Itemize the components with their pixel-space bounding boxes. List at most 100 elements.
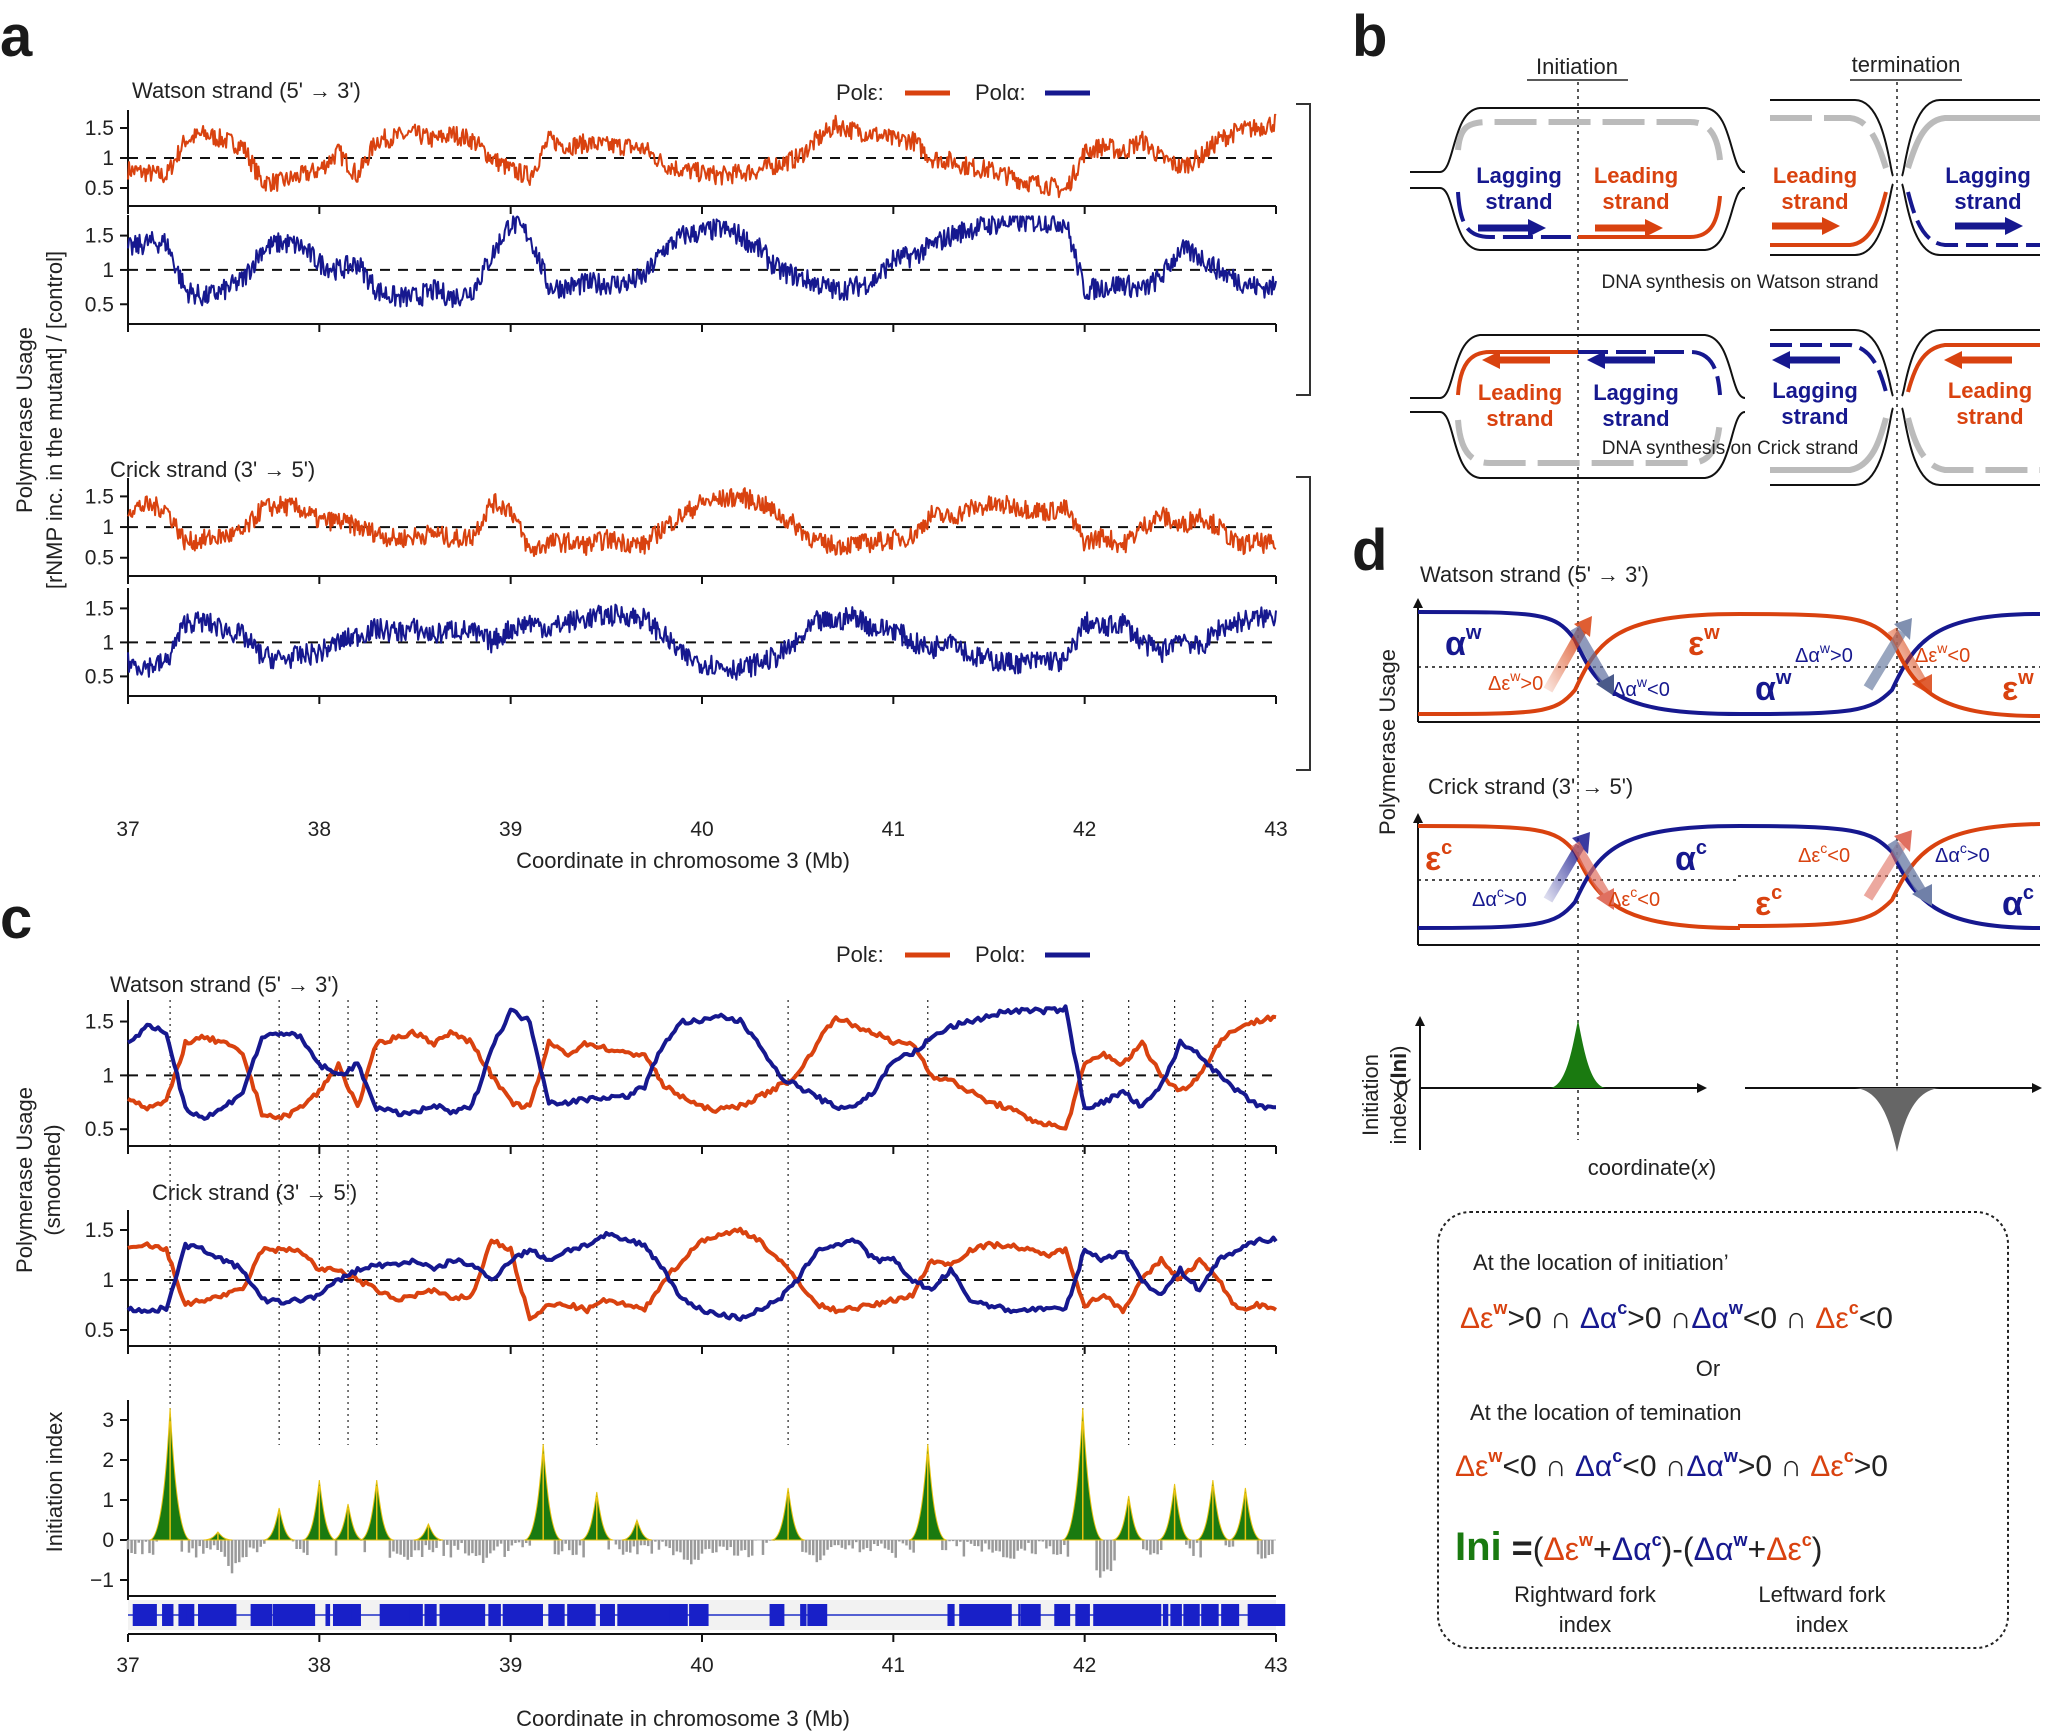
ini-y-tick-label: 1 [102,1489,114,1512]
box-initiation-condition: Δεw>0 ∩ Δαc>0 ∩Δαw<0 ∩ Δεc<0 [1460,1298,1893,1335]
d-alpha-c-init: αc [1675,837,1707,878]
series-line-pol-alpha [127,1004,1276,1121]
panel-letter-a: a [0,4,33,69]
criteria-box [1437,1211,2009,1649]
gene-block [1221,1604,1240,1626]
x-tick-label: 41 [882,818,905,841]
y-tick-label: 1.5 [85,1011,114,1034]
gene-block [639,1604,653,1626]
gene-block [669,1604,682,1626]
gene-block [409,1604,423,1626]
y-tick-label: 0.5 [85,177,114,200]
gene-block [250,1604,256,1626]
y-tick-label: 0.5 [85,1319,114,1342]
d-coord-label: coordinate(x) [1588,1155,1716,1180]
d-crick-term-alpha-arrow [1887,839,1927,895]
watson-leading-strand-word: strand [1602,189,1669,214]
gene-block [386,1604,392,1626]
x-tick-label: 41 [882,1654,905,1677]
d-watson-eps-termination-curve [1737,612,2041,718]
x-tick-label: 39 [499,818,522,841]
a-crick-eps-plot: 0.5 1 1.5 [85,478,1277,584]
gene-block [800,1604,807,1626]
crick-lagging-word: Lagging [1593,380,1679,405]
gene-block [1145,1604,1156,1626]
c-crick-label: Crick strand (3' → 5') [152,1180,357,1205]
gene-block [1020,1604,1038,1626]
d-watson-eps-initiation-curve [1417,612,1741,716]
x-tick-label: 37 [116,818,139,841]
gene-block [1183,1604,1199,1626]
gene-block [962,1604,970,1626]
crick-bracket [1296,476,1311,771]
d-watson-init-alpha-arrow [1570,625,1610,683]
d-delta-alpha-w-gt0: Δαw>0 [1795,640,1853,667]
gene-block [975,1604,995,1626]
watson-caption: DNA synthesis on Watson strand [1601,272,1878,293]
panel-letter-c: c [0,886,32,951]
c-crick-plot: 0.5 1 1.5 [85,1210,1278,1354]
gene-block [254,1604,263,1626]
watson-bracket [1296,103,1311,396]
box-rightward-line2: index [1559,1612,1612,1637]
gene-block [198,1604,203,1626]
y-tick-label: 1 [102,1064,114,1087]
legend-eps-label: Polε: [836,80,884,105]
d-crick-init-eps-arrow [1570,841,1610,897]
d-ini-zero: 0 [1396,1076,1408,1101]
d-watson-term-eps-arrowhead [1912,674,1932,696]
gene-block [1114,1604,1133,1626]
d-ini-ylabel-line1: Initiation [1358,1054,1383,1136]
y-tick-label: 1.5 [85,597,114,620]
d-watson-term-alpha-arrowhead [1894,618,1912,640]
d-crick-labels: εc αc Δαc>0 Δεc<0 Δεc<0 Δαc>0 εc αc [1425,837,2034,923]
panel-c-ylabel-line2: (smoothed) [40,1124,65,1235]
panel-c-plots: 0.5 1 1.5 0.5 1 1.5 −1 0 1 2 3 37 38 39 40 41 42 43 [85,1000,1288,1677]
gene-block [424,1604,437,1626]
x-tick-label: 38 [308,818,331,841]
d-crick-alpha-termination-curve [1737,824,2041,930]
panel-c: c Polε: Polα: Watson strand (5' → 3') Cr… [0,886,1288,1731]
d-crick-term-eps-arrowhead [1894,830,1912,852]
gene-block [162,1604,174,1626]
d-delta-alpha-c-gt0-term: Δαc>0 [1935,840,1990,867]
panel-a-ylabel-line2: [rNMP inc. in the mutant] / [control] [42,251,67,589]
x-tick-label: 40 [690,1654,713,1677]
d-delta-eps-c-lt0: Δεc<0 [1608,884,1660,911]
d-crick-init-alpha-arrow [1543,843,1585,903]
gene-block [381,1604,386,1626]
termination-label: termination [1852,52,1961,77]
watson-leading-word: Leading [1594,163,1678,188]
gene-block [548,1604,565,1626]
d-eps-w-term: εw [2002,667,2034,708]
d-watson-term-eps-arrow [1887,627,1927,685]
panel-d: d Watson strand (5' → 3') Crick strand (… [1352,518,2042,1649]
panel-a-plots: 0.5 1 1.5 0.5 1 1.5 0.5 1 1.5 0.5 1 1.5 37 38 39 40 41 42… [85,110,1288,841]
d-alpha-c-term: αc [2002,882,2034,923]
legend-alpha-label: Polα: [975,80,1026,105]
y-tick-label: 0.5 [85,293,114,316]
gene-block [1162,1604,1169,1626]
watson-term-leading-strand: strand [1781,189,1848,214]
y-tick-label: 0.5 [85,665,114,688]
a-crick-alpha-plot: 0.5 1 1.5 [85,588,1277,704]
gene-block [1170,1604,1182,1626]
gene-block [463,1604,470,1626]
y-tick-label: 1 [102,516,114,539]
a-watson-eps-plot: 0.5 1 1.5 [85,110,1277,214]
gene-block [178,1604,187,1626]
gene-block [591,1604,596,1626]
crick-leading-word: Leading [1478,380,1562,405]
crick-leading-strand: strand [1486,406,1553,431]
crick-term-lagging-word: Lagging [1772,378,1858,403]
series-line-pol-epsilon [127,1226,1278,1322]
x-tick-label: 43 [1264,1654,1287,1677]
series-line-pol-alpha [127,603,1277,681]
y-tick-label: 0.5 [85,1118,114,1141]
gene-block [651,1604,668,1626]
gene-block [150,1604,156,1626]
gene-block [351,1604,361,1626]
panel-b: b Initiation termination Lagging strand … [1352,4,2040,1140]
d-delta-eps-c-lt0-term: Δεc<0 [1798,840,1850,867]
gene-block [1251,1604,1261,1626]
